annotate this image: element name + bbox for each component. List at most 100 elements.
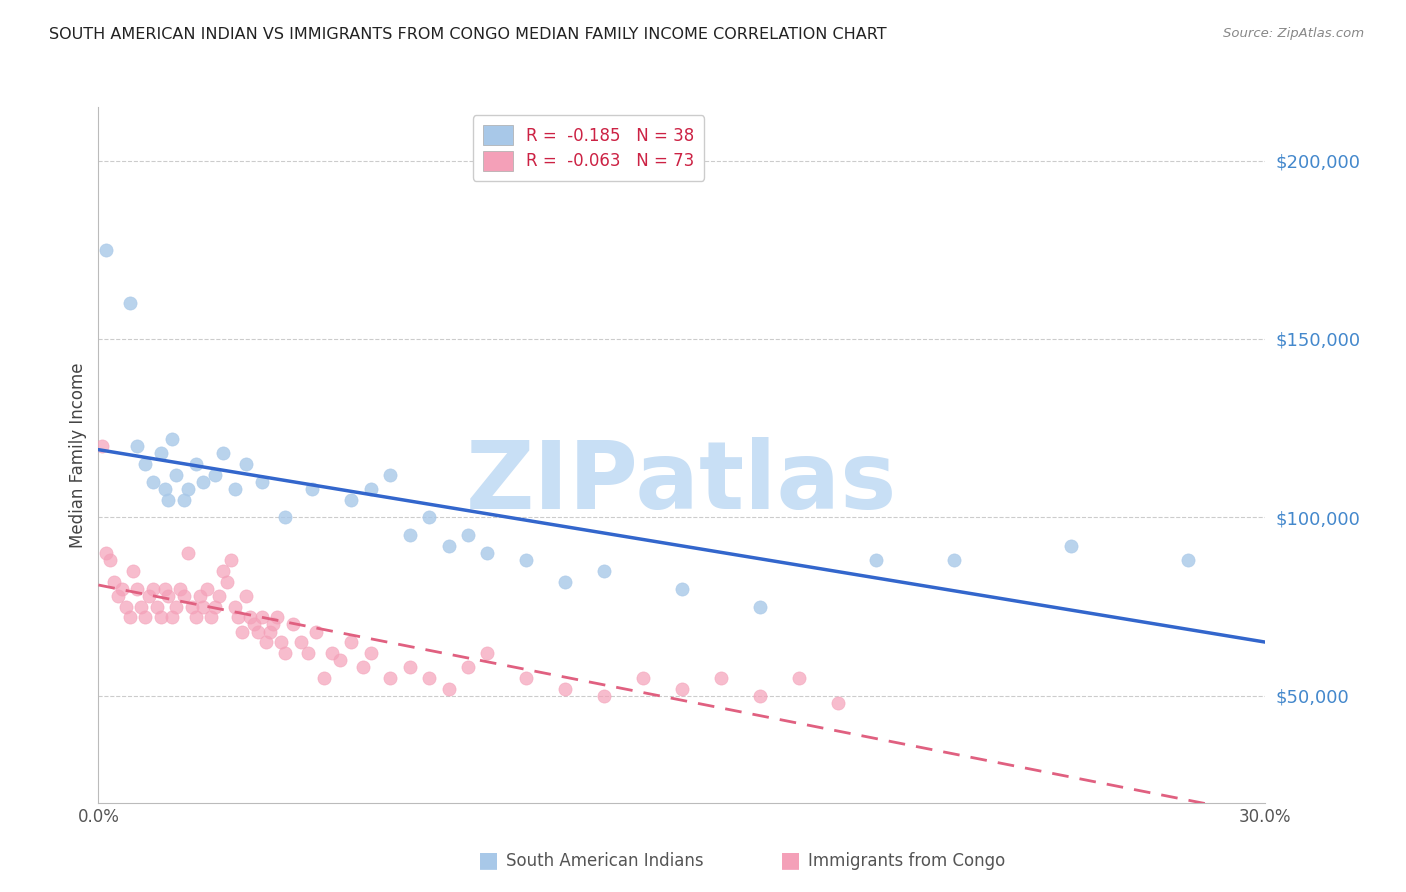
Point — [122, 564, 145, 578]
Point — [177, 482, 200, 496]
Point — [321, 646, 343, 660]
Point — [398, 660, 420, 674]
Point — [193, 475, 215, 489]
Point — [246, 624, 269, 639]
Point — [266, 610, 288, 624]
Text: SOUTH AMERICAN INDIAN VS IMMIGRANTS FROM CONGO MEDIAN FAMILY INCOME CORRELATION : SOUTH AMERICAN INDIAN VS IMMIGRANTS FROM… — [49, 27, 887, 42]
Point — [748, 599, 770, 614]
Point — [340, 492, 363, 507]
Point — [193, 599, 215, 614]
Point — [184, 610, 207, 624]
Point — [554, 681, 576, 696]
Point — [270, 635, 292, 649]
Point — [360, 646, 382, 660]
Point — [184, 457, 207, 471]
Point — [360, 482, 382, 496]
Point — [631, 671, 654, 685]
Text: ■: ■ — [478, 850, 499, 870]
Point — [305, 624, 328, 639]
Point — [593, 689, 616, 703]
Text: ■: ■ — [780, 850, 801, 870]
Point — [297, 646, 319, 660]
Text: South American Indians: South American Indians — [506, 852, 704, 870]
Point — [149, 446, 172, 460]
Y-axis label: Median Family Income: Median Family Income — [69, 362, 87, 548]
Point — [138, 589, 160, 603]
Point — [865, 553, 887, 567]
Point — [195, 582, 218, 596]
Point — [162, 610, 184, 624]
Point — [146, 599, 169, 614]
Point — [215, 574, 238, 589]
Point — [212, 564, 235, 578]
Point — [224, 482, 246, 496]
Point — [114, 599, 136, 614]
Point — [827, 696, 849, 710]
Point — [254, 635, 277, 649]
Point — [1060, 539, 1083, 553]
Point — [250, 475, 273, 489]
Point — [212, 446, 235, 460]
Point — [477, 646, 499, 660]
Point — [239, 610, 262, 624]
Point — [118, 610, 141, 624]
Point — [173, 589, 195, 603]
Point — [157, 492, 180, 507]
Point — [129, 599, 152, 614]
Point — [515, 671, 537, 685]
Point — [165, 599, 187, 614]
Point — [281, 617, 304, 632]
Point — [378, 467, 402, 482]
Point — [378, 671, 402, 685]
Point — [180, 599, 202, 614]
Point — [274, 510, 297, 524]
Point — [219, 553, 242, 567]
Point — [312, 671, 335, 685]
Point — [96, 546, 118, 560]
Point — [173, 492, 195, 507]
Point — [153, 482, 176, 496]
Point — [98, 553, 121, 567]
Point — [259, 624, 281, 639]
Point — [671, 681, 693, 696]
Point — [142, 582, 165, 596]
Point — [177, 546, 200, 560]
Point — [418, 671, 440, 685]
Point — [515, 553, 537, 567]
Point — [127, 582, 149, 596]
Point — [437, 681, 460, 696]
Point — [169, 582, 191, 596]
Point — [477, 546, 499, 560]
Point — [554, 574, 576, 589]
Point — [457, 660, 479, 674]
Point — [943, 553, 966, 567]
Point — [290, 635, 312, 649]
Point — [204, 467, 226, 482]
Point — [457, 528, 479, 542]
Point — [157, 589, 180, 603]
Point — [134, 457, 156, 471]
Point — [398, 528, 420, 542]
Text: Immigrants from Congo: Immigrants from Congo — [808, 852, 1005, 870]
Point — [149, 610, 172, 624]
Point — [1177, 553, 1199, 567]
Text: ZIPatlas: ZIPatlas — [467, 437, 897, 529]
Point — [224, 599, 246, 614]
Point — [111, 582, 134, 596]
Point — [235, 457, 257, 471]
Point — [134, 610, 156, 624]
Point — [710, 671, 733, 685]
Point — [437, 539, 460, 553]
Point — [340, 635, 363, 649]
Point — [748, 689, 770, 703]
Point — [142, 475, 165, 489]
Legend: R =  -0.185   N = 38, R =  -0.063   N = 73: R = -0.185 N = 38, R = -0.063 N = 73 — [472, 115, 704, 180]
Point — [593, 564, 616, 578]
Point — [127, 439, 149, 453]
Point — [162, 432, 184, 446]
Point — [231, 624, 253, 639]
Point — [671, 582, 693, 596]
Point — [103, 574, 125, 589]
Point — [153, 582, 176, 596]
Point — [91, 439, 114, 453]
